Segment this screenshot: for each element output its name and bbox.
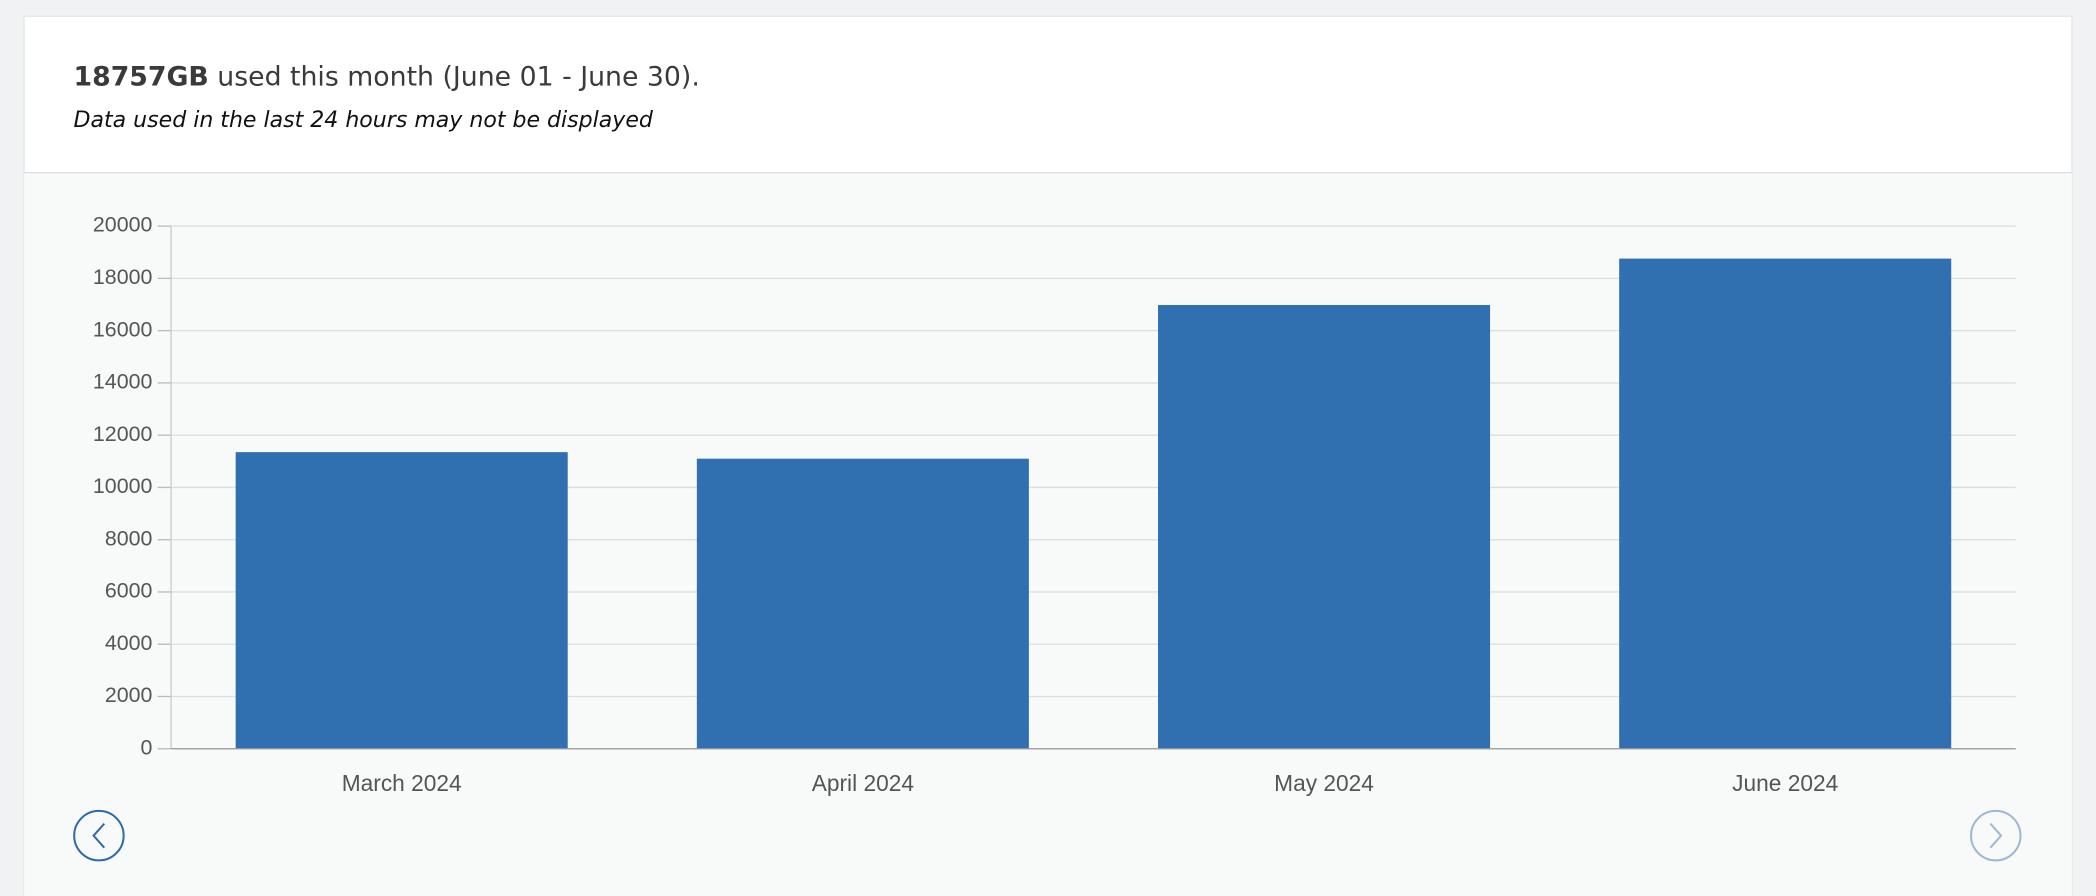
y-tick-label: 20000 — [93, 213, 153, 237]
y-tick-label: 12000 — [93, 422, 153, 446]
next-arrow[interactable] — [1989, 822, 2003, 849]
prev-arrow[interactable] — [92, 822, 106, 849]
y-tick-label: 4000 — [105, 631, 153, 655]
bar — [1619, 258, 1952, 749]
y-tick-label: 16000 — [93, 317, 153, 341]
bar — [235, 452, 568, 749]
x-tick-label: March 2024 — [342, 770, 462, 796]
bar — [696, 458, 1029, 749]
y-tick-label: 10000 — [93, 474, 153, 498]
x-tick-label: April 2024 — [812, 770, 914, 796]
next-circle[interactable] — [1970, 809, 2022, 862]
y-tick-label: 18000 — [93, 265, 153, 289]
y-tick-label: 2000 — [105, 683, 153, 707]
x-tick-label: June 2024 — [1732, 770, 1838, 796]
next-button[interactable] — [1970, 809, 2022, 862]
y-tick-label: 8000 — [105, 526, 153, 550]
usage-amount: 18757GB — [74, 62, 209, 93]
prev-circle[interactable] — [73, 809, 125, 862]
y-tick-label: 6000 — [105, 579, 153, 603]
x-tick-label: May 2024 — [1274, 770, 1374, 796]
bar — [1158, 305, 1491, 749]
y-tick-label: 14000 — [93, 370, 153, 394]
usage-note: Data used in the last 24 hours may not b… — [74, 108, 654, 133]
prev-button[interactable] — [73, 809, 125, 862]
usage-summary: 18757GB used this month (June 01 - June … — [74, 62, 700, 93]
plot: 0 2000 4000 6000 8000 10000 12000 14000 16000 180… — [93, 213, 2016, 796]
y-tick-label: 0 — [140, 735, 152, 759]
usage-period: used this month (June 01 - June 30). — [217, 62, 700, 93]
